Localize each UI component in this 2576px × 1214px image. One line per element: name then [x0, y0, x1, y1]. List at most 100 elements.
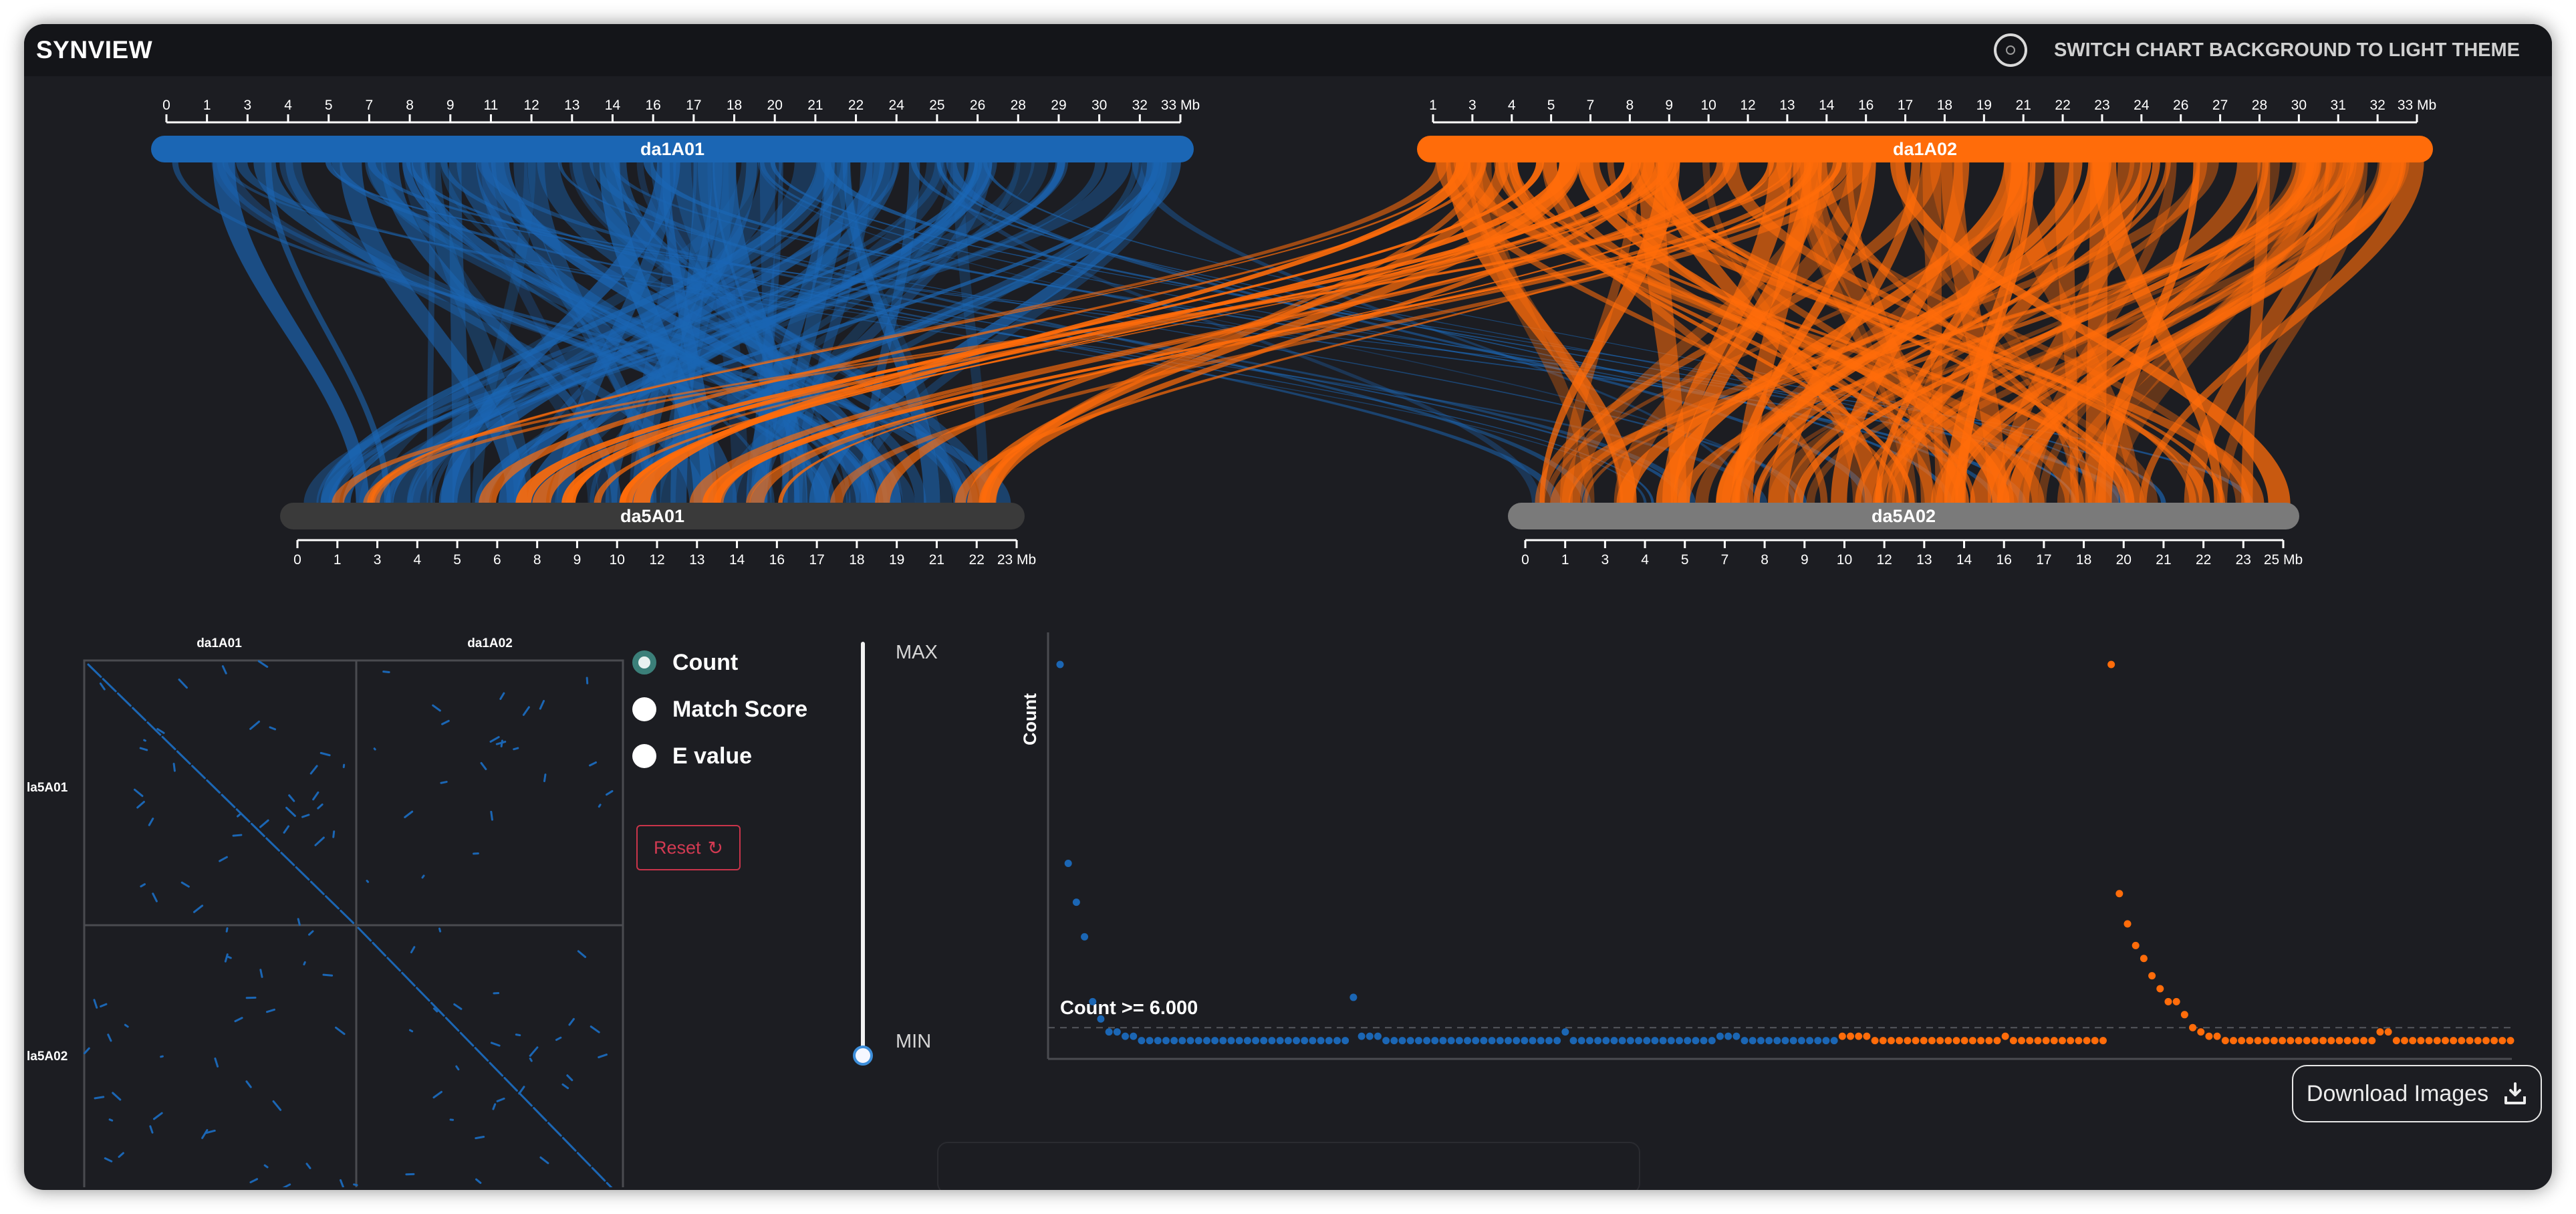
- dotplot-segment: [263, 1164, 269, 1169]
- radio-dot[interactable]: [632, 744, 656, 768]
- count-point: [1724, 1032, 1732, 1040]
- theme-toggle[interactable]: SWITCH CHART BACKGROUND TO LIGHT THEME: [1993, 24, 2520, 76]
- count-point: [1293, 1037, 1301, 1045]
- radio-label[interactable]: Match Score: [672, 696, 808, 722]
- synteny-ribbon: [1616, 161, 2152, 504]
- synteny-ribbon: [875, 161, 1579, 504]
- count-point: [1545, 1037, 1553, 1045]
- dotplot-segment: [257, 660, 269, 668]
- count-point: [2050, 1037, 2058, 1045]
- synteny-ribbons: [172, 161, 2424, 504]
- count-point: [1781, 1037, 1789, 1045]
- track-da1A02[interactable]: da1A02: [1417, 136, 2433, 162]
- axis-da1A02: 1 3 4 5 7 8 9 10 12 13 14 16 17 18 19 21 22 23 24 26 27 28 30 3…: [1429, 98, 2436, 124]
- count-point: [1993, 1037, 2001, 1045]
- dotplot-segment: [539, 1156, 549, 1165]
- radio-dot[interactable]: [632, 650, 656, 675]
- dotplot-segment: [382, 671, 390, 673]
- dotplot-segments: [83, 660, 614, 1187]
- count-point: [1879, 1037, 1887, 1045]
- theme-toggle-label[interactable]: SWITCH CHART BACKGROUND TO LIGHT THEME: [2053, 39, 2520, 61]
- count-point: [1105, 1028, 1113, 1036]
- axis-tick-label: 23: [2094, 98, 2109, 113]
- radio-count[interactable]: Count: [632, 639, 807, 686]
- axis-tick-label: 3: [374, 552, 382, 568]
- dotplot-segment: [221, 794, 236, 808]
- refresh-icon[interactable]: ↻: [707, 837, 723, 858]
- axis-tick-label: 20: [767, 98, 783, 113]
- axis-tick-label: 7: [1721, 552, 1729, 568]
- synteny-ribbon: [213, 161, 370, 504]
- axis-tick-label: 10: [1700, 98, 1716, 113]
- reset-label[interactable]: Reset: [653, 837, 701, 858]
- dotplot-segment: [340, 1179, 344, 1187]
- axis-tick-label: 10: [1837, 552, 1852, 568]
- radio-label[interactable]: Count: [672, 649, 739, 675]
- count-point: [1732, 1032, 1741, 1040]
- synteny-ribbon: [392, 161, 835, 504]
- threshold-slider-handle[interactable]: [853, 1046, 873, 1066]
- synteny-ribbon: [702, 161, 1842, 504]
- synteny-ribbon: [367, 161, 1464, 504]
- synteny-ribbon: [594, 161, 1680, 504]
- count-point: [1097, 1015, 1105, 1023]
- top-bar: SYNVIEW SWITCH CHART BACKGROUND TO LIGHT…: [24, 24, 2552, 76]
- dotplot-segment: [269, 726, 277, 731]
- radio-label[interactable]: E value: [672, 743, 753, 769]
- axis-tick-label: 5: [1547, 98, 1555, 113]
- dotplot-segment: [102, 678, 117, 693]
- dotplot-segment: [191, 765, 206, 779]
- dotplot-segment: [180, 881, 190, 888]
- dotplot-segment: [224, 953, 229, 963]
- radio-match-score[interactable]: Match Score: [632, 686, 807, 733]
- dotplot-segment: [529, 1058, 533, 1062]
- dotplot-segment: [317, 803, 324, 810]
- download-label[interactable]: Download Images: [2306, 1080, 2489, 1106]
- count-point: [1960, 1037, 1968, 1045]
- axis-tick-label: 0: [162, 98, 170, 113]
- dotplot-segment: [490, 810, 493, 821]
- count-point: [1806, 1037, 1814, 1045]
- dotplot-segment: [237, 812, 243, 818]
- count-point: [1643, 1037, 1651, 1045]
- track-da1A01[interactable]: da1A01: [151, 136, 1194, 162]
- count-point: [2034, 1037, 2042, 1045]
- track-label-da1A01: da1A01: [640, 139, 704, 159]
- toggle-ring-icon[interactable]: [1993, 33, 2027, 67]
- synteny-ribbon: [2139, 161, 2424, 504]
- count-point: [1194, 1037, 1202, 1045]
- count-point: [1602, 1037, 1610, 1045]
- dotplot-segment: [140, 883, 146, 888]
- count-point: [2417, 1037, 2425, 1045]
- reset-button[interactable]: Reset ↻: [636, 825, 741, 870]
- app-window: SYNVIEW SWITCH CHART BACKGROUND TO LIGHT…: [24, 24, 2552, 1190]
- dotplot-segment: [606, 1182, 613, 1187]
- radio-dot[interactable]: [632, 697, 656, 721]
- count-point: [1920, 1037, 1928, 1045]
- dotplot-segment: [303, 961, 306, 966]
- dotplot-segment: [160, 1055, 164, 1058]
- synteny-ribbon: [532, 161, 1670, 504]
- count-point: [2180, 1011, 2188, 1019]
- download-icon[interactable]: [2503, 1082, 2527, 1106]
- axis-tick-label: 16: [1997, 552, 2012, 568]
- dotplot-segment: [227, 955, 232, 959]
- count-point: [1773, 1037, 1781, 1045]
- radio-e-value[interactable]: E value: [632, 733, 807, 779]
- track-da5A01[interactable]: da5A01: [280, 503, 1025, 529]
- synteny-ribbon: [498, 161, 993, 504]
- axis-tick-label: 17: [2036, 552, 2051, 568]
- dotplot-segment: [282, 1183, 291, 1187]
- axis-tick-label: 22: [2196, 552, 2211, 568]
- count-point: [2123, 920, 2132, 928]
- threshold-slider-track[interactable]: [861, 642, 865, 1052]
- synteny-ribbon: [643, 161, 2027, 504]
- download-images-button[interactable]: Download Images: [2292, 1065, 2542, 1122]
- count-point: [2067, 1037, 2075, 1045]
- slider-max-label: MAX: [896, 642, 938, 663]
- dotplot-segment: [591, 1167, 606, 1182]
- synteny-ribbon: [749, 161, 965, 504]
- track-da5A02[interactable]: da5A02: [1508, 503, 2299, 529]
- count-point: [1708, 1037, 1716, 1045]
- count-point: [2156, 985, 2164, 993]
